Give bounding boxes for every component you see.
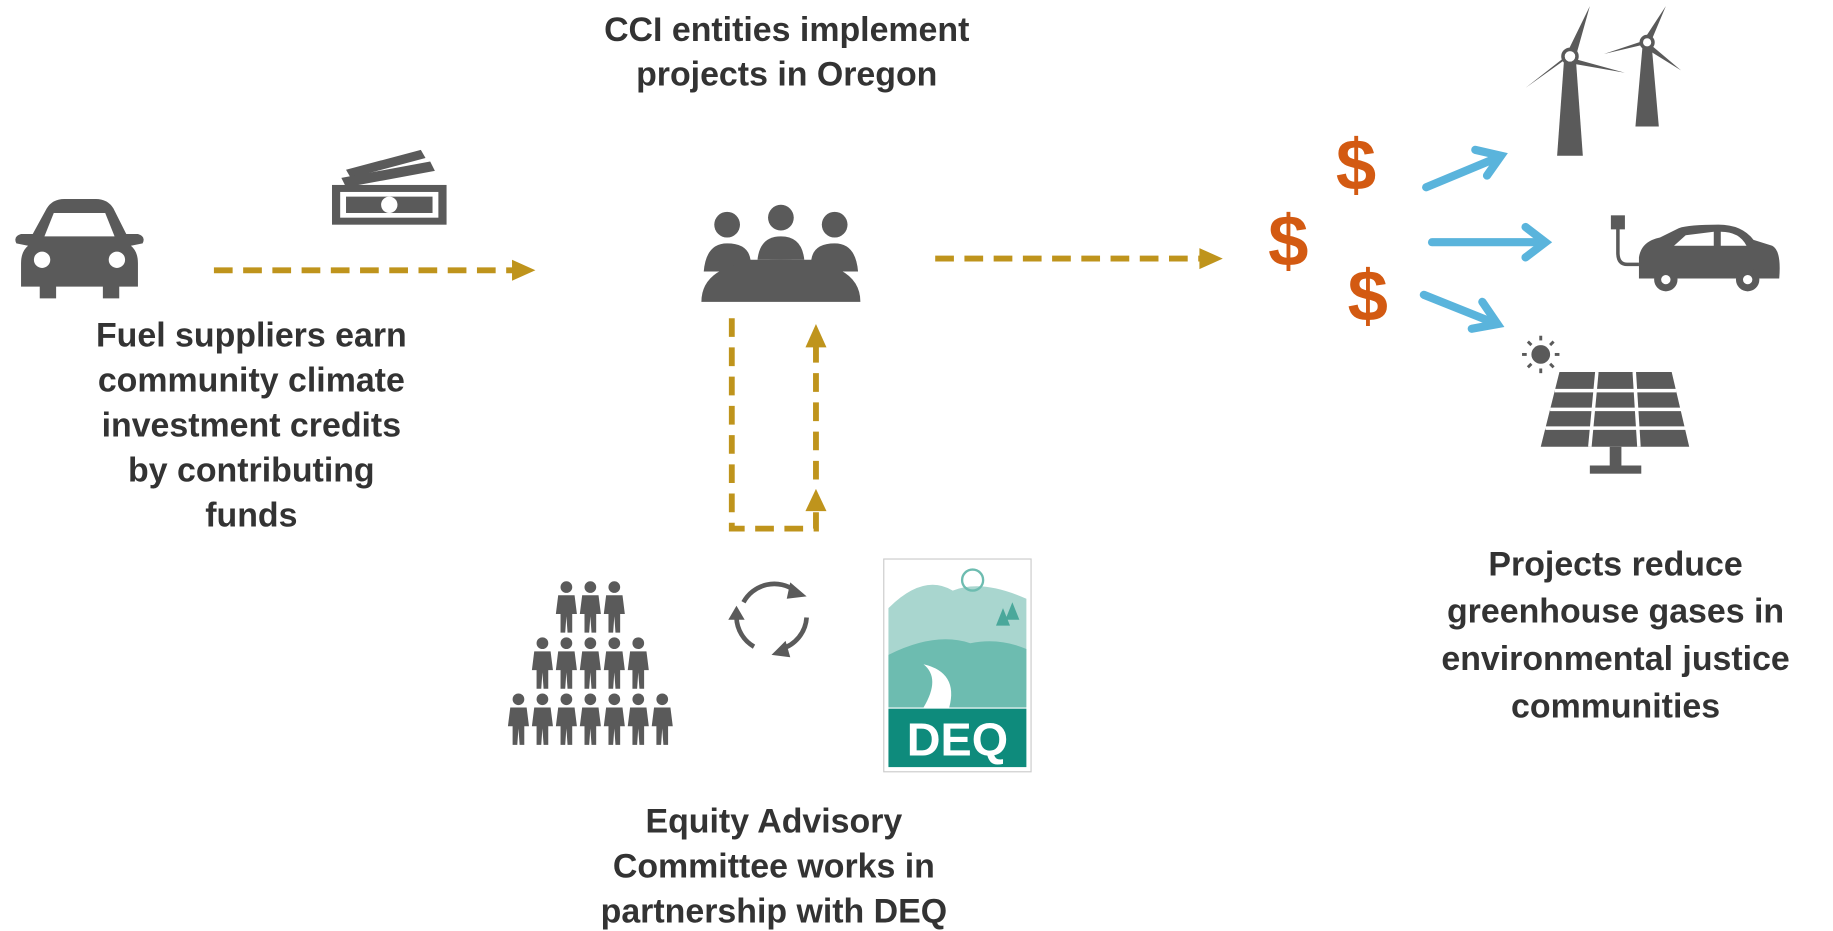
- money-icon: [331, 149, 447, 225]
- logo-text: DEQ: [907, 713, 1008, 765]
- person-head: [656, 693, 669, 706]
- person-head: [632, 637, 645, 650]
- node-label: Fuel suppliers earn: [96, 316, 407, 354]
- title-line: projects in Oregon: [636, 56, 937, 94]
- meeting-icon: [701, 204, 861, 302]
- node-label: community climate: [98, 361, 405, 399]
- arrow-head: [1199, 248, 1223, 270]
- person-body: [579, 651, 601, 689]
- person-body: [579, 595, 601, 633]
- node-label: Committee works in: [613, 848, 935, 886]
- person-head: [536, 637, 549, 650]
- person-head: [584, 693, 597, 706]
- person-body: [627, 707, 649, 745]
- person-head: [560, 693, 573, 706]
- person-body: [531, 651, 553, 689]
- person-body: [555, 595, 577, 633]
- person-body: [627, 651, 649, 689]
- person-body: [603, 595, 625, 633]
- person-body: [531, 707, 553, 745]
- person-head: [584, 581, 597, 593]
- cycle-heads: [728, 582, 807, 658]
- person-head: [512, 693, 525, 706]
- dollar: $: [1348, 256, 1388, 337]
- node-label: communities: [1511, 687, 1720, 725]
- node-label: investment credits: [102, 406, 401, 444]
- node-label: by contributing: [128, 451, 375, 489]
- node-label: greenhouse gases in: [1447, 593, 1784, 631]
- person-body: [603, 707, 625, 745]
- project-arrows: [1419, 145, 1553, 333]
- node-label: funds: [205, 496, 297, 534]
- people-icon: [507, 581, 673, 745]
- person-head: [608, 581, 621, 593]
- node-label: environmental justice: [1441, 640, 1789, 678]
- person-head: [536, 693, 549, 706]
- dollar: $: [1336, 125, 1376, 206]
- node-label: Projects reduce: [1488, 545, 1742, 583]
- ev-icon: [1610, 215, 1780, 292]
- title-line: CCI entities implement: [604, 11, 969, 49]
- person-body: [579, 707, 601, 745]
- person-body: [555, 707, 577, 745]
- loop-arrow: [728, 318, 819, 532]
- person-body: [507, 707, 529, 745]
- person-head: [608, 693, 621, 706]
- labels: Fuel suppliers earn community climate inve…: [96, 316, 1790, 930]
- person-head: [560, 637, 573, 650]
- dollar: $: [1268, 201, 1308, 282]
- arrow-head: [512, 259, 536, 281]
- person-head: [560, 581, 573, 593]
- person-head: [608, 637, 621, 650]
- solar-icon: [1522, 335, 1690, 474]
- arrow-head: [805, 324, 827, 348]
- person-body: [555, 651, 577, 689]
- node-label: Equity Advisory: [646, 803, 903, 841]
- wind-icon: [1525, 6, 1682, 156]
- person-head: [584, 637, 597, 650]
- arrow-head: [805, 488, 827, 512]
- deq-logo: DEQ: [883, 558, 1032, 773]
- person-body: [603, 651, 625, 689]
- person-body: [651, 707, 673, 745]
- person-head: [632, 693, 645, 706]
- node-label: partnership with DEQ: [601, 893, 947, 931]
- car-icon: [15, 198, 144, 299]
